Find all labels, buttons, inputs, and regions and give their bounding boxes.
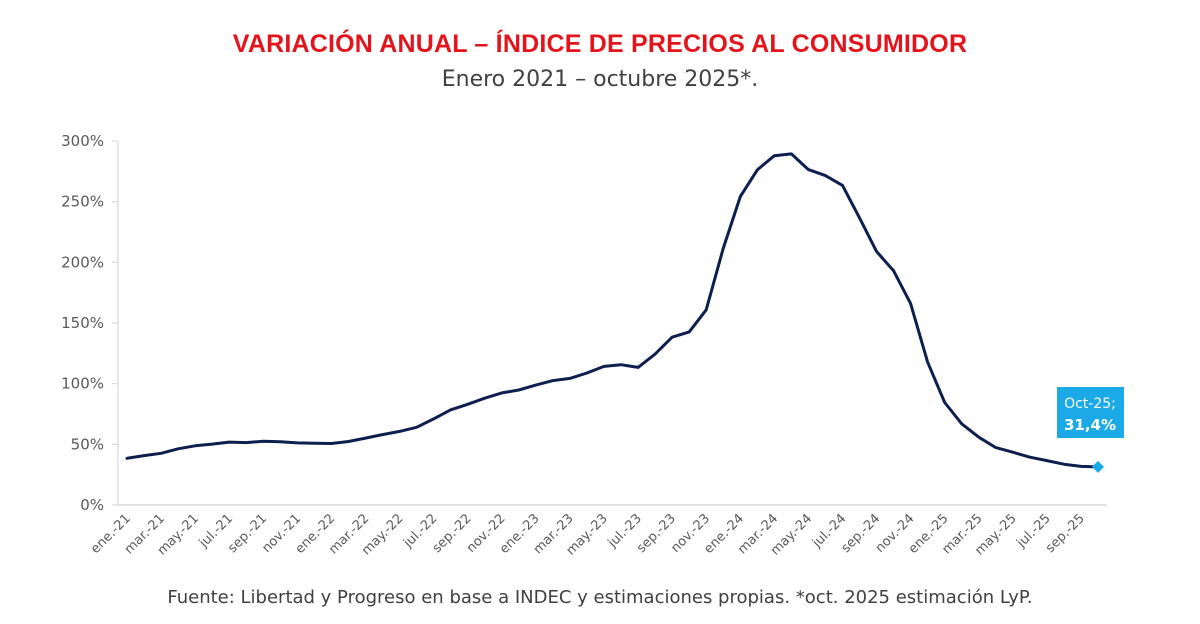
- series-line: [125, 152, 1100, 469]
- data-label-value: 31,4%: [1064, 416, 1116, 434]
- y-axis: 0% 50% 100% 150% 200% 250% 300%: [61, 132, 119, 514]
- chart-title: VARIACIÓN ANUAL – ÍNDICE DE PRECIOS AL C…: [232, 30, 968, 58]
- y-tick-label: 0%: [80, 496, 104, 514]
- y-tick-label: 100%: [61, 375, 104, 393]
- y-tick-label: 300%: [61, 132, 104, 150]
- x-axis: ene.-21mar.-21may.-21jul.-21sep.-21nov.-…: [88, 504, 1107, 558]
- y-tick-label: 50%: [71, 435, 104, 453]
- last-point-marker: [1092, 460, 1104, 473]
- annotation-layer: Oct-25; 31,4%: [1057, 387, 1124, 473]
- y-tick-label: 250%: [61, 193, 104, 211]
- y-tick-label: 150%: [61, 314, 104, 332]
- y-tick-label: 200%: [61, 253, 104, 271]
- source-note: Fuente: Libertad y Progreso en base a IN…: [167, 587, 1033, 608]
- data-label-box: [1057, 387, 1124, 438]
- chart-subtitle: Enero 2021 – octubre 2025*.: [441, 67, 759, 92]
- data-label-period: Oct-25;: [1064, 396, 1116, 412]
- series-layer: [125, 152, 1100, 469]
